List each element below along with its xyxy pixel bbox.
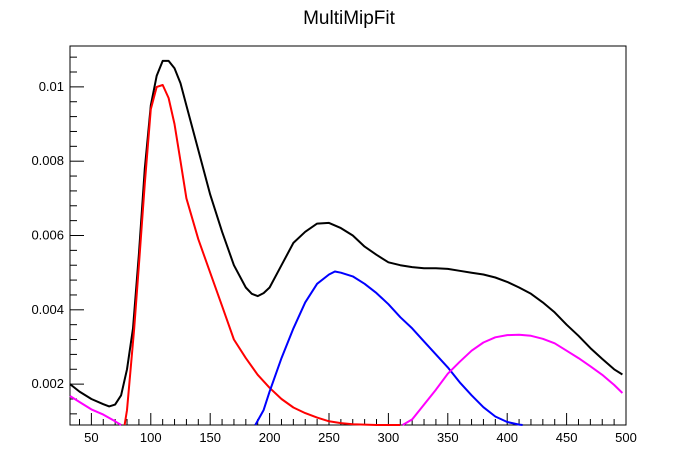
axis-ticks (70, 56, 627, 425)
y-tick-label: 0.002 (31, 376, 64, 391)
x-tick-label: 100 (140, 430, 162, 445)
x-tick-label: 50 (84, 430, 98, 445)
x-tick-label: 150 (199, 430, 221, 445)
series-line-1 (69, 59, 623, 408)
x-tick-label: 200 (259, 430, 281, 445)
y-tick-label: 0.004 (31, 302, 64, 317)
series-line-4 (402, 333, 624, 426)
series-line-3 (254, 270, 523, 426)
x-tick-label: 300 (378, 430, 400, 445)
tick-labels: 50 100 150 200 250 300 350 400 450 500 0.002 0.004 0… (31, 79, 636, 445)
y-tick-label: 0.006 (31, 228, 64, 243)
series-line-2 (123, 84, 401, 426)
y-tick-label: 0.01 (39, 79, 64, 94)
x-tick-label: 400 (496, 430, 518, 445)
x-tick-label: 450 (556, 430, 578, 445)
y-tick-label: 0.008 (31, 153, 64, 168)
x-tick-label: 350 (437, 430, 459, 445)
x-tick-label: 500 (615, 430, 637, 445)
chart-title: MultiMipFit (303, 8, 395, 29)
x-tick-label: 250 (318, 430, 340, 445)
series-layer (69, 59, 624, 426)
series-line-4 (69, 395, 122, 426)
